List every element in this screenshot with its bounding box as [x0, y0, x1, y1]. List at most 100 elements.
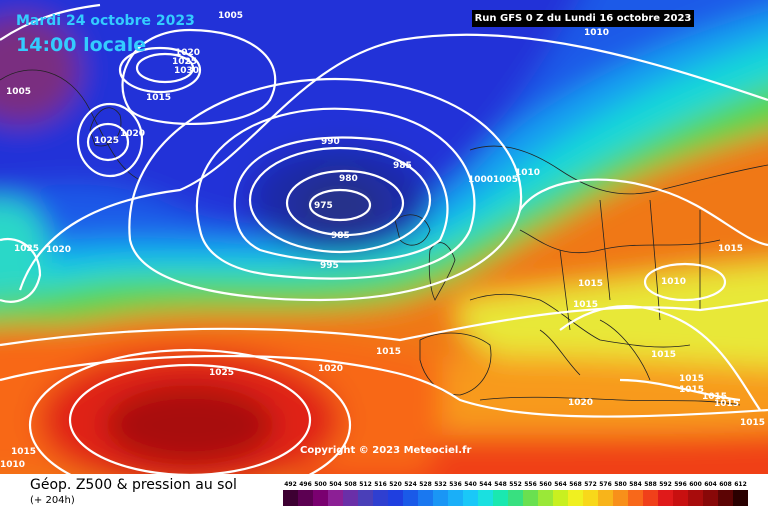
scale-swatch — [658, 490, 673, 506]
scale-tick-label: 544 — [479, 481, 492, 488]
scale-swatch — [373, 490, 388, 506]
scale-swatch — [478, 490, 493, 506]
isobar-label: 990 — [321, 137, 340, 147]
scale-swatch — [448, 490, 463, 506]
isobar-label: 1025 — [172, 57, 197, 67]
isobar-label: 1015 — [578, 279, 603, 289]
scale-tick-label: 612 — [734, 481, 747, 488]
scale-swatch — [433, 490, 448, 506]
isobar-label: 1015 — [376, 347, 401, 357]
isobar-label: 1015 — [11, 447, 36, 457]
scale-swatch — [463, 490, 478, 506]
scale-tick-label: 588 — [644, 481, 657, 488]
isobar-label: 985 — [393, 161, 412, 171]
scale-swatch — [733, 490, 748, 506]
isobar-label: 1015 — [718, 244, 743, 254]
isobar-label: 1015 — [573, 300, 598, 310]
scale-swatch — [688, 490, 703, 506]
isobar-label: 1010 — [515, 168, 540, 178]
scale-tick-label: 540 — [464, 481, 477, 488]
scale-tick-label: 564 — [554, 481, 567, 488]
isobar-label: 1020 — [120, 129, 145, 139]
scale-tick-label: 568 — [569, 481, 582, 488]
isobar-label: 1025 — [209, 368, 234, 378]
scale-swatch — [643, 490, 658, 506]
isobars — [0, 3, 768, 474]
scale-tick-label: 512 — [359, 481, 372, 488]
scale-swatch — [343, 490, 358, 506]
isobar-label: 1000 — [468, 175, 493, 185]
scale-tick-label: 576 — [599, 481, 612, 488]
scale-tick-label: 572 — [584, 481, 597, 488]
scale-tick-label: 528 — [419, 481, 432, 488]
weather-map: 1005 1020 1025 1030 1015 1005 1025 1020 … — [0, 0, 768, 474]
isobar-label: 1015 — [702, 392, 727, 402]
legend-title: Géop. Z500 & pression au sol — [30, 477, 237, 493]
scale-swatch — [703, 490, 718, 506]
scale-swatch — [418, 490, 433, 506]
isobar-label: 1020 — [46, 245, 71, 255]
scale-tick-label: 556 — [524, 481, 537, 488]
forecast-date: Mardi 24 octobre 2023 — [16, 13, 195, 29]
scale-tick-label: 600 — [689, 481, 702, 488]
scale-tick-label: 496 — [299, 481, 312, 488]
isobar-label: 1005 — [6, 87, 31, 97]
isobar-label: 1030 — [174, 66, 199, 76]
scale-swatch — [628, 490, 643, 506]
scale-swatch — [538, 490, 553, 506]
scale-swatch — [493, 490, 508, 506]
isobar-label: 995 — [320, 261, 339, 271]
scale-swatch — [718, 490, 733, 506]
legend-subtitle: (+ 204h) — [30, 495, 75, 506]
scale-tick-label: 560 — [539, 481, 552, 488]
scale-swatch — [613, 490, 628, 506]
scale-swatch — [553, 490, 568, 506]
scale-swatch — [388, 490, 403, 506]
scale-swatch — [568, 490, 583, 506]
model-run-banner: Run GFS 0 Z du Lundi 16 octobre 2023 — [472, 10, 694, 27]
scale-tick-label: 548 — [494, 481, 507, 488]
scale-tick-label: 504 — [329, 481, 342, 488]
scale-swatch — [313, 490, 328, 506]
isobar-labels: 1005 1020 1025 1030 1015 1005 1025 1020 … — [0, 11, 765, 470]
scale-tick-label: 604 — [704, 481, 717, 488]
scale-swatch — [673, 490, 688, 506]
isobar-label: 985 — [331, 231, 350, 241]
isobar-label: 1010 — [0, 460, 25, 470]
scale-tick-label: 532 — [434, 481, 447, 488]
isobar-label: 1015 — [679, 374, 704, 384]
scale-tick-label: 580 — [614, 481, 627, 488]
copyright-text: Copyright © 2023 Meteociel.fr — [300, 445, 472, 456]
scale-tick-label: 608 — [719, 481, 732, 488]
scale-swatch — [283, 490, 298, 506]
scale-tick-label: 584 — [629, 481, 642, 488]
scale-swatch — [328, 490, 343, 506]
scale-swatch — [523, 490, 538, 506]
scale-tick-label: 516 — [374, 481, 387, 488]
isobar-label: 1015 — [714, 399, 739, 409]
isobar-label: 1010 — [584, 28, 609, 38]
isobar-label: 980 — [339, 174, 358, 184]
isobar-label: 975 — [314, 201, 333, 211]
color-scale: 492 496 500 504 508 512 516 520 524 528 532 536 540 5… — [283, 481, 748, 506]
isobar-label: 1025 — [14, 244, 39, 254]
scale-tick-label: 492 — [284, 481, 297, 488]
scale-tick-label: 536 — [449, 481, 462, 488]
scale-swatch — [358, 490, 373, 506]
scale-swatch — [403, 490, 418, 506]
forecast-time: 14:00 locale — [16, 34, 147, 56]
scale-swatch — [598, 490, 613, 506]
scale-tick-label: 596 — [674, 481, 687, 488]
isobar-label: 1005 — [493, 175, 518, 185]
scale-tick-label: 592 — [659, 481, 672, 488]
scale-tick-label: 524 — [404, 481, 417, 488]
scale-swatch — [298, 490, 313, 506]
coastlines — [0, 69, 768, 406]
scale-swatch — [583, 490, 598, 506]
isobar-label: 1015 — [651, 350, 676, 360]
geopotential-field — [0, 0, 768, 474]
isobar-label: 1015 — [679, 385, 704, 395]
isobar-label: 1020 — [568, 398, 593, 408]
isobar-label: 1025 — [94, 136, 119, 146]
